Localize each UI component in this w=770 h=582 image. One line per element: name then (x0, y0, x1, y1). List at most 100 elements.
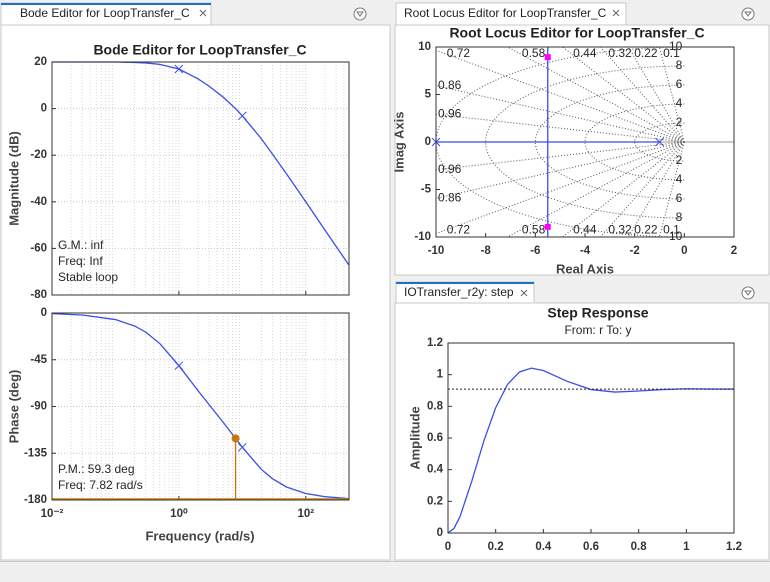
x-tick-label: 0.2 (488, 541, 504, 553)
y-tick-label: 0.6 (427, 432, 443, 444)
tab-label[interactable]: IOTransfer_r2y: step (404, 285, 514, 299)
y-tick-label: -10 (414, 231, 431, 243)
damping-label: 0.58 (522, 223, 546, 237)
y-axis-label: Magnitude (dB) (6, 131, 21, 226)
chart-title: Step Response (547, 305, 648, 321)
y-tick-label: 5 (425, 89, 432, 101)
damping-grid (658, 46, 685, 143)
damping-label: 0.72 (447, 223, 471, 237)
frequency-grid (534, 84, 685, 200)
y-tick-label: -135 (24, 447, 48, 459)
damping-label: 0.44 (573, 46, 597, 60)
x-tick-label: 10⁰ (170, 507, 188, 520)
frequency-label: 8 (676, 210, 683, 224)
workspace: Bode Editor for LoopTransfer_C Root Locu… (0, 2, 770, 561)
frequency-grid (485, 65, 685, 219)
y-tick-label: 20 (34, 56, 47, 68)
x-tick-label: 0.4 (535, 541, 552, 553)
plot-area (52, 62, 349, 295)
y-tick-label: 0.4 (427, 464, 444, 476)
tab-label[interactable]: Root Locus Editor for LoopTransfer_C (404, 6, 607, 20)
margin-point (231, 434, 240, 443)
x-tick-label: 1 (683, 541, 690, 553)
closed-loop-pole (544, 54, 551, 61)
x-tick-label: -6 (530, 245, 540, 257)
y-axis-label: Amplitude (407, 406, 422, 470)
plot-area (448, 343, 734, 533)
x-axis-label: Real Axis (556, 261, 614, 276)
y-tick-label: -45 (30, 354, 47, 366)
damping-label: 0.1 (663, 46, 680, 60)
panel-menu[interactable] (741, 286, 755, 300)
x-marker (237, 111, 247, 121)
annotation: P.M.: 59.3 deg (58, 462, 135, 476)
damping-grid (435, 85, 685, 143)
axes-frame (447, 342, 735, 534)
closed-loop-pole (544, 223, 551, 230)
axes-frame (51, 61, 350, 296)
x-tick-label: 0.8 (631, 541, 648, 553)
damping-grid (507, 46, 685, 143)
rlocus-tab[interactable]: Root Locus Editor for LoopTransfer_C (395, 2, 627, 26)
x-tick-label: 10⁻² (41, 508, 64, 520)
damping-label: 0.96 (438, 162, 462, 176)
y-tick-label: -80 (30, 289, 47, 301)
y-tick-label: -180 (24, 494, 47, 506)
x-axis-label: Time (seconds) (543, 559, 638, 561)
panel-menu[interactable] (353, 7, 367, 21)
bode-tab[interactable]: Bode Editor for LoopTransfer_C (0, 2, 212, 26)
damping-label: 0.1 (663, 223, 680, 237)
series-line (51, 312, 350, 500)
x-tick-label: -8 (481, 245, 492, 257)
frequency-label: 6 (676, 191, 683, 205)
axes-frame (435, 46, 735, 238)
x-marker (174, 361, 184, 371)
frequency-label: 4 (676, 172, 683, 186)
close-icon[interactable] (520, 289, 528, 297)
x-marker (237, 442, 247, 452)
frequency-label: 4 (676, 96, 683, 110)
x-tick-label: 2 (731, 245, 737, 257)
damping-label: 0.32 (608, 46, 632, 60)
frequency-label: 2 (676, 115, 683, 129)
frequency-label: 10 (669, 229, 683, 243)
damping-label: 0.58 (522, 46, 546, 60)
chart-title: Root Locus Editor for LoopTransfer_C (449, 25, 704, 41)
x-tick-label: 10² (297, 508, 314, 520)
damping-grid (507, 141, 685, 238)
chart-title: Bode Editor for LoopTransfer_C (93, 42, 306, 58)
x-tick-label: -4 (580, 245, 591, 257)
damping-label: 0.72 (447, 46, 471, 60)
damping-label: 0.44 (573, 223, 597, 237)
damping-grid (600, 141, 685, 238)
close-icon[interactable] (199, 9, 207, 17)
frequency-label: 8 (676, 58, 683, 72)
x-tick-label: 0 (681, 245, 687, 257)
frequency-label: 6 (676, 77, 683, 91)
y-tick-label: 0 (425, 136, 431, 148)
step-tab[interactable]: IOTransfer_r2y: step (395, 281, 535, 304)
y-tick-label: 1.2 (427, 337, 443, 349)
y-tick-label: -60 (30, 242, 47, 254)
y-tick-label: -90 (30, 401, 47, 413)
tab-body[interactable] (395, 2, 627, 26)
damping-label: 0.32 (608, 223, 632, 237)
annotation: Stable loop (58, 270, 118, 284)
y-axis-label: Imag Axis (391, 112, 406, 173)
frequency-label: 10 (669, 39, 683, 53)
y-tick-label: 1 (437, 369, 444, 381)
x-tick-label: -2 (630, 245, 640, 257)
close-icon[interactable] (612, 9, 620, 17)
annotation: Freq: 7.82 rad/s (58, 478, 143, 492)
y-tick-label: -5 (421, 184, 432, 196)
y-tick-label: 0.2 (427, 495, 443, 507)
damping-label: 0.22 (634, 46, 658, 60)
damping-grid (627, 46, 685, 143)
y-tick-label: -40 (30, 196, 47, 208)
damping-label: 0.86 (438, 78, 462, 92)
panel-menu[interactable] (741, 7, 755, 21)
tab-label[interactable]: Bode Editor for LoopTransfer_C (20, 6, 190, 20)
x-tick-label: 1.2 (726, 541, 742, 553)
x-marker (655, 137, 664, 147)
